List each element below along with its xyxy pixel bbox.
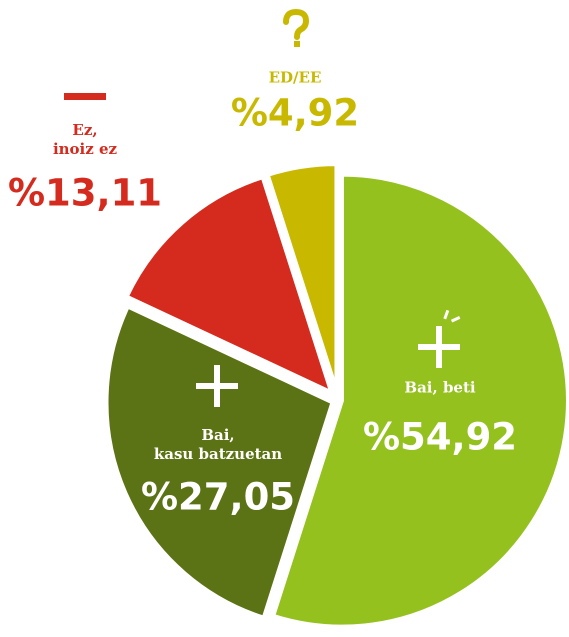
pie-slice [104,303,335,621]
pie-slice [124,174,335,397]
plus-icon [196,365,238,407]
plus-spark-icon [418,309,461,368]
slice-label: Bai, beti [404,378,476,397]
value-label: %27,05 [140,475,296,519]
value-label: %13,11 [7,171,163,215]
slice-label: Ez, inoiz ez [52,121,118,158]
pie-slice [265,162,339,391]
question-icon [283,8,310,47]
value-label: %54,92 [362,415,518,459]
minus-icon [64,93,106,100]
value-label: %4,92 [230,91,360,135]
slice-label: ED/EE [268,68,322,87]
slice-label: Bai, kasu batzuetan [153,426,283,463]
pie [104,162,569,629]
pie-slice [270,172,569,629]
